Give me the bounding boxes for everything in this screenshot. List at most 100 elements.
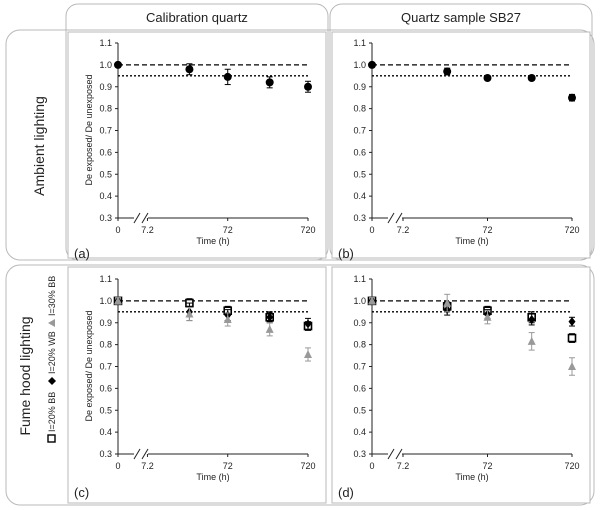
data-point-triangle [304, 349, 312, 358]
data-point-triangle [527, 336, 536, 345]
data-point-diamond [568, 317, 576, 327]
x-tick-label: 72 [223, 225, 233, 235]
legend-diamond-marker [48, 377, 56, 385]
y-tick-label: 0.3 [99, 213, 112, 223]
data-point-circle [304, 82, 312, 91]
data-point-circle [483, 74, 492, 82]
x-tick-label: 0 [115, 461, 120, 471]
axis-break-mark [395, 212, 403, 224]
row-header-fume-hood: Fume hood lighting [17, 316, 33, 435]
y-tick-label: 0.7 [99, 126, 112, 136]
legend: I=20% BB I=20% WB I=30% BB [47, 276, 57, 443]
x-axis-label: Time (h) [455, 236, 488, 246]
data-point-triangle [568, 362, 576, 370]
y-tick-label: 0.5 [99, 169, 112, 179]
legend-square-open-marker [47, 434, 56, 443]
axis-break-mark [395, 448, 403, 460]
x-tick-label: 0 [369, 225, 374, 235]
y-tick-label: 1.1 [353, 38, 366, 48]
y-tick-label: 0.4 [353, 427, 366, 437]
y-tick-label: 0.7 [353, 362, 366, 372]
row-header-ambient: Ambient lighting [31, 96, 47, 196]
panel-frame-a [67, 31, 327, 259]
data-point-circle [114, 60, 122, 69]
x-tick-label: 72 [482, 461, 492, 471]
x-axis-label: Time (h) [196, 236, 229, 246]
y-tick-label: 1.1 [99, 274, 112, 284]
x-tick-label: 720 [300, 225, 315, 235]
x-axis-label: Time (h) [196, 472, 229, 482]
y-tick-label: 0.9 [353, 82, 366, 92]
y-tick-label: 0.7 [353, 126, 366, 136]
data-point-triangle [114, 296, 122, 305]
y-tick-label: 0.6 [99, 147, 112, 157]
y-axis-label: De exposed/ De unexposed [84, 310, 94, 421]
column-header-calibration: Calibration quartz [146, 10, 248, 25]
y-tick-label: 0.6 [353, 383, 366, 393]
axis-break-mark [387, 448, 395, 460]
y-tick-label: 0.9 [353, 318, 366, 328]
x-tick-label: 72 [482, 225, 492, 235]
y-tick-label: 1.0 [353, 296, 366, 306]
x-tick-label: 72 [223, 461, 233, 471]
data-point-triangle [185, 309, 194, 318]
x-tick-label: 0 [115, 225, 120, 235]
axis-break-mark [141, 448, 149, 460]
axis-break-mark [141, 212, 149, 224]
axis-break-mark [387, 212, 395, 224]
panel-frame-c [67, 266, 327, 504]
y-tick-label: 0.8 [99, 340, 112, 350]
x-tick-label: 720 [564, 225, 579, 235]
y-tick-label: 0.9 [99, 82, 112, 92]
y-tick-label: 0.8 [99, 104, 112, 114]
y-tick-label: 0.3 [353, 449, 366, 459]
y-tick-label: 0.4 [99, 191, 112, 201]
panel-label: (b) [338, 246, 354, 261]
y-axis-label: De exposed/ De unexposed [84, 74, 94, 185]
chart-panel-c: 0.3 0.4 0.5 0.6 0.7 0.8 0.9 1.0 1.1 0 7.2 72 720 Time… [74, 274, 316, 500]
data-point-square [567, 333, 577, 343]
x-tick-label: 720 [564, 461, 579, 471]
row-frame-1 [5, 29, 595, 261]
y-tick-label: 1.0 [99, 296, 112, 306]
x-tick-label: 7.2 [397, 461, 410, 471]
y-tick-label: 0.5 [99, 405, 112, 415]
data-point-triangle [265, 324, 274, 333]
panel-label: (a) [74, 246, 90, 261]
y-tick-label: 0.8 [353, 340, 366, 350]
panel-frame-d [331, 266, 591, 504]
data-point-circle [368, 60, 376, 69]
y-tick-label: 0.5 [353, 405, 366, 415]
y-tick-label: 1.1 [353, 274, 366, 284]
y-tick-label: 0.5 [353, 169, 366, 179]
data-point-circle [568, 93, 576, 102]
chart-panel-a: 0.3 0.4 0.5 0.6 0.7 0.8 0.9 1.0 1.1 0 7.2 72 720 Time… [74, 38, 316, 261]
column-header-sample: Quartz sample SB27 [401, 10, 521, 25]
data-point-circle [527, 74, 536, 82]
y-tick-label: 0.6 [353, 147, 366, 157]
y-tick-label: 0.9 [99, 318, 112, 328]
y-tick-label: 0.7 [99, 362, 112, 372]
data-point-circle [443, 67, 452, 76]
legend-label-20wb: I=20% WB [47, 331, 57, 374]
y-tick-label: 0.3 [353, 213, 366, 223]
chart-panel-b: 0.3 0.4 0.5 0.6 0.7 0.8 0.9 1.0 1.1 0 7.2 72 720 Time… [338, 38, 580, 261]
panel-label: (c) [74, 485, 89, 500]
data-point-circle [223, 72, 232, 81]
data-point-circle [185, 65, 194, 74]
data-point-diamond [266, 312, 274, 322]
data-point-diamond [304, 319, 312, 329]
x-tick-label: 7.2 [141, 225, 154, 235]
data-point-triangle [483, 312, 492, 321]
x-tick-label: 7.2 [141, 461, 154, 471]
x-axis-label: Time (h) [455, 472, 488, 482]
y-tick-label: 0.4 [99, 427, 112, 437]
legend-label-20bb: I=20% BB [47, 392, 57, 432]
panel-frame-b [331, 31, 591, 259]
y-tick-label: 1.0 [353, 60, 366, 70]
data-point-circle [265, 78, 274, 87]
row-frame-2 [5, 264, 595, 506]
axis-break-mark [133, 448, 141, 460]
y-tick-label: 0.4 [353, 191, 366, 201]
